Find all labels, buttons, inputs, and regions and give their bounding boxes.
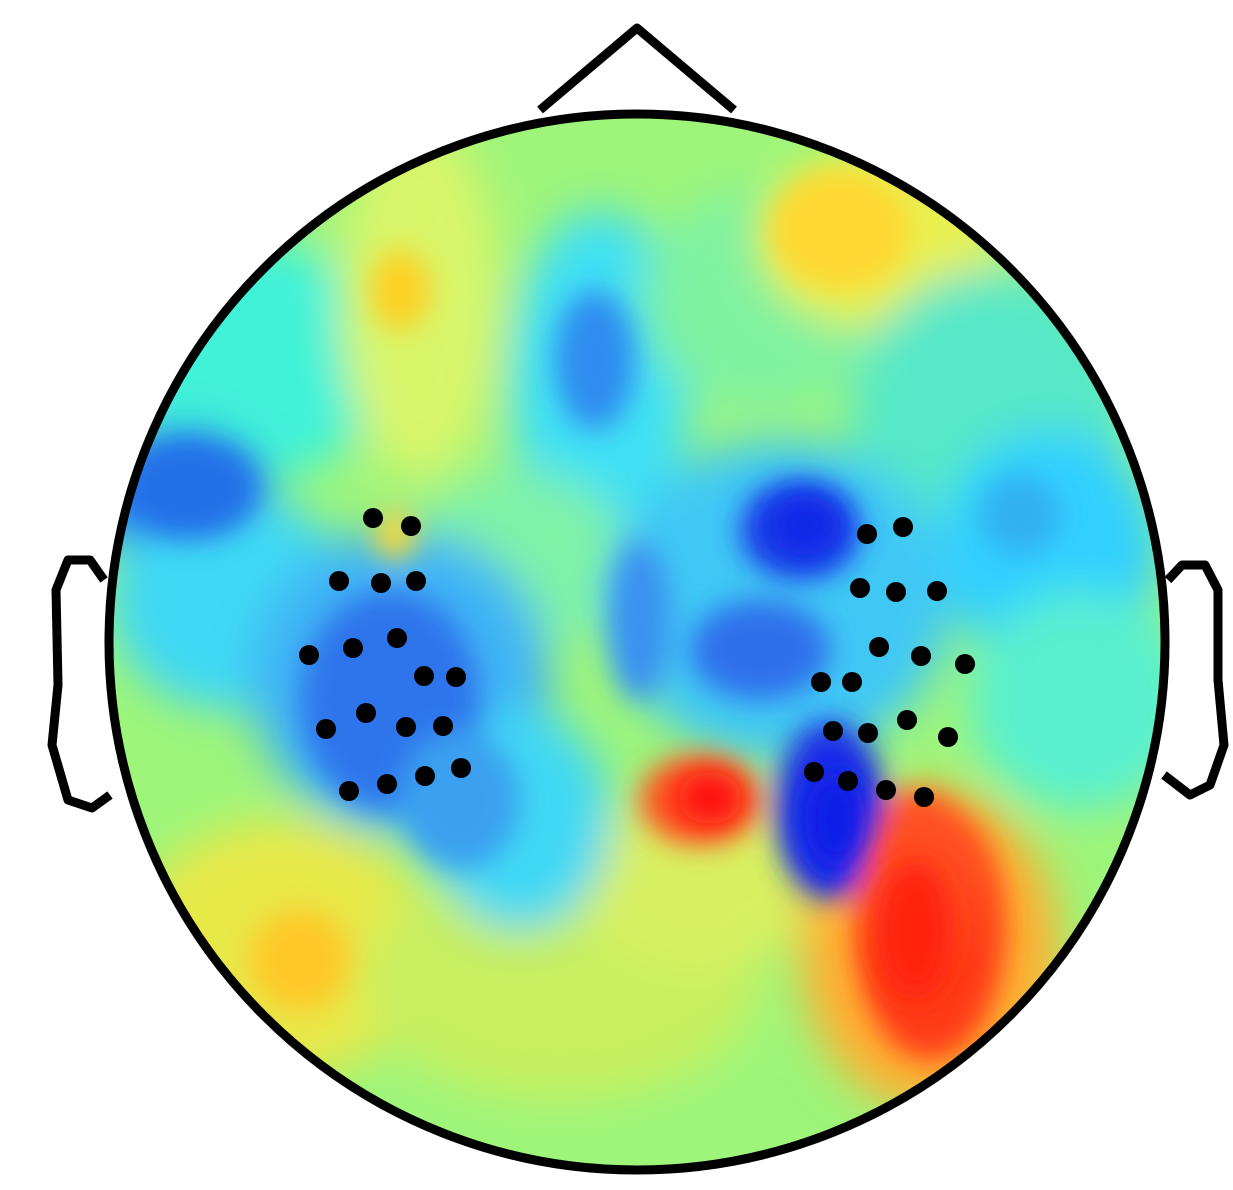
electrode-dot [415, 766, 435, 786]
electrode-dot [886, 582, 906, 602]
electrode-dot [850, 578, 870, 598]
electrode-dot [406, 571, 426, 591]
electrode-dot [377, 774, 397, 794]
electrode-dot [343, 638, 363, 658]
electrode-dot [838, 771, 858, 791]
heatmap-blobs-focal [120, 170, 1060, 1060]
left-ear-icon [47, 555, 113, 813]
electrode-dot [446, 667, 466, 687]
electrode-dot [938, 727, 958, 747]
electrode-dot [811, 672, 831, 692]
right-ear-icon [1161, 560, 1229, 800]
electrode-dot [804, 762, 824, 782]
electrode-dot [876, 780, 896, 800]
electrode-dot [858, 723, 878, 743]
electrode-dot [329, 571, 349, 591]
electrode-dot [869, 637, 889, 657]
head-outline [47, 23, 1229, 1175]
electrode-dot [401, 516, 421, 536]
nose-icon [537, 23, 737, 114]
electrode-dot [299, 645, 319, 665]
heatmap-peaks [678, 495, 955, 1000]
electrode-dot [433, 716, 453, 736]
electrode-dot [927, 581, 947, 601]
electrode-dot [414, 666, 434, 686]
electrode-dot [857, 524, 877, 544]
electrode-dot [911, 646, 931, 666]
electrode-dot [451, 758, 471, 778]
electrode-dot [339, 781, 359, 801]
electrode-dot [316, 719, 336, 739]
electrode-dot [396, 717, 416, 737]
electrode-markers [299, 508, 975, 807]
electrode-dot [897, 710, 917, 730]
electrode-dot [955, 654, 975, 674]
electrode-dot [363, 508, 383, 528]
electrode-dot [893, 517, 913, 537]
electrode-dot [387, 628, 407, 648]
electrode-dot [914, 787, 934, 807]
electrode-dot [371, 573, 391, 593]
electrode-dot [823, 721, 843, 741]
head-circle [104, 109, 1170, 1175]
electrode-dot [356, 703, 376, 723]
electrode-dot [842, 672, 862, 692]
